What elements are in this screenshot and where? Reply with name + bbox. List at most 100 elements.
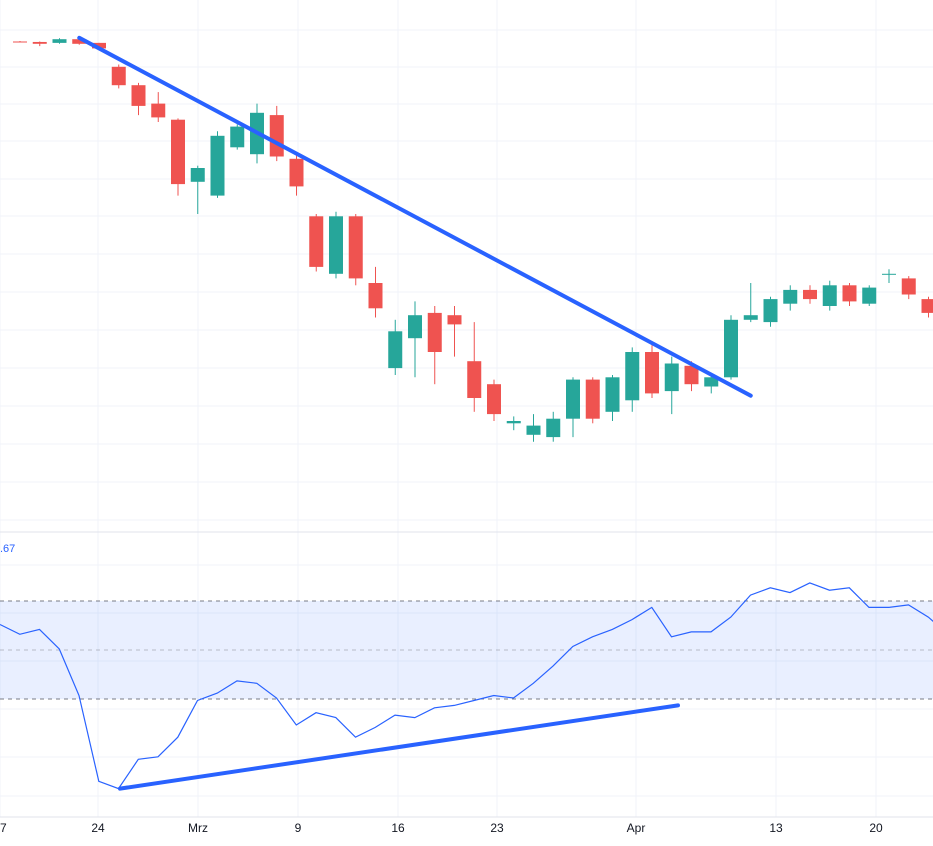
oscillator-value-label: .67 xyxy=(0,543,16,555)
candle[interactable] xyxy=(506,416,521,431)
candle[interactable] xyxy=(664,356,679,415)
candle[interactable] xyxy=(309,214,324,272)
candle-body xyxy=(408,315,422,339)
candle[interactable] xyxy=(329,211,343,279)
candle-body xyxy=(92,42,106,49)
candle-body xyxy=(842,285,857,302)
candle[interactable] xyxy=(783,285,798,311)
candle-body xyxy=(13,41,27,43)
candle[interactable] xyxy=(743,283,758,323)
candle-body xyxy=(289,158,304,187)
candle[interactable] xyxy=(585,377,600,424)
candle[interactable] xyxy=(882,269,896,283)
candle[interactable] xyxy=(467,322,482,412)
candle-body xyxy=(783,289,798,304)
candle-body xyxy=(72,39,87,44)
candle[interactable] xyxy=(546,411,561,442)
time-tick-label: 23 xyxy=(490,821,504,835)
candle[interactable] xyxy=(921,296,933,318)
candle[interactable] xyxy=(605,375,620,421)
candle[interactable] xyxy=(724,315,738,380)
candle[interactable] xyxy=(289,154,304,196)
time-tick-label: 20 xyxy=(869,821,883,835)
candle-body xyxy=(348,216,363,279)
candle-body xyxy=(763,299,778,323)
candle[interactable] xyxy=(32,41,47,47)
candle[interactable] xyxy=(368,266,383,318)
time-tick-label: 13 xyxy=(769,821,783,835)
price-trendline[interactable] xyxy=(77,35,753,398)
candle[interactable] xyxy=(526,414,541,442)
candle[interactable] xyxy=(190,165,205,214)
candle[interactable] xyxy=(52,38,67,44)
time-tick-label: Apr xyxy=(627,821,646,835)
candle-body xyxy=(901,278,916,295)
candle-body xyxy=(803,289,817,300)
candle[interactable] xyxy=(862,285,877,306)
candle-body xyxy=(882,273,896,275)
candle-body xyxy=(269,115,284,157)
candle-body xyxy=(467,361,482,398)
candle-body xyxy=(585,379,600,419)
candle[interactable] xyxy=(131,82,146,116)
time-tick-label: 16 xyxy=(391,821,405,835)
candle-body xyxy=(52,39,67,43)
oscillator-trendline[interactable] xyxy=(118,703,680,791)
oscillator-line[interactable] xyxy=(0,582,933,790)
candle[interactable] xyxy=(388,319,403,375)
candle-body xyxy=(309,216,324,267)
candle[interactable] xyxy=(842,283,857,306)
candle[interactable] xyxy=(803,285,817,304)
candle-body xyxy=(111,66,126,86)
candlestick-series[interactable] xyxy=(13,36,933,442)
candle[interactable] xyxy=(487,379,501,421)
candle-body xyxy=(605,377,620,412)
candle-body xyxy=(704,377,719,387)
time-tick-label: Mrz xyxy=(188,821,208,835)
candle[interactable] xyxy=(230,124,245,150)
candle[interactable] xyxy=(111,64,126,89)
candle[interactable] xyxy=(348,214,363,286)
candle[interactable] xyxy=(210,131,225,198)
candle-body xyxy=(388,331,403,369)
time-tick-label: 9 xyxy=(295,821,302,835)
candle-body xyxy=(368,283,383,309)
candle-body xyxy=(487,384,501,415)
candle-body xyxy=(822,285,837,306)
candle-body xyxy=(190,168,205,182)
candle-body xyxy=(171,119,185,185)
candle[interactable] xyxy=(566,377,580,438)
candle[interactable] xyxy=(645,345,659,398)
candle[interactable] xyxy=(408,301,422,378)
candle-body xyxy=(724,319,738,378)
candle[interactable] xyxy=(171,118,185,196)
candle[interactable] xyxy=(822,280,837,311)
candle-body xyxy=(664,363,679,392)
candle-body xyxy=(447,315,462,325)
candle[interactable] xyxy=(901,276,916,300)
time-tick-label: 24 xyxy=(91,821,105,835)
candle-body xyxy=(427,312,442,352)
candle[interactable] xyxy=(269,105,284,162)
time-tick-label: 7 xyxy=(0,821,7,835)
candle-body xyxy=(625,352,640,401)
candle-body xyxy=(743,315,758,320)
candle[interactable] xyxy=(13,41,27,43)
candle[interactable] xyxy=(427,306,442,385)
candle-body xyxy=(32,41,47,44)
candle-body xyxy=(645,352,659,394)
candle-body xyxy=(684,365,699,385)
time-axis[interactable]: 7 24 Mrz 9 16 23 Apr 13 20 xyxy=(0,821,883,835)
candle-body xyxy=(862,287,877,304)
candle-body xyxy=(921,299,933,313)
candle[interactable] xyxy=(625,347,640,412)
candle-body xyxy=(210,135,225,196)
candle[interactable] xyxy=(763,296,778,327)
candle[interactable] xyxy=(447,306,462,357)
candle-body xyxy=(546,418,561,438)
candle[interactable] xyxy=(151,92,166,122)
candle-body xyxy=(329,216,343,274)
candle-body xyxy=(230,126,245,148)
candle-body xyxy=(526,425,541,435)
